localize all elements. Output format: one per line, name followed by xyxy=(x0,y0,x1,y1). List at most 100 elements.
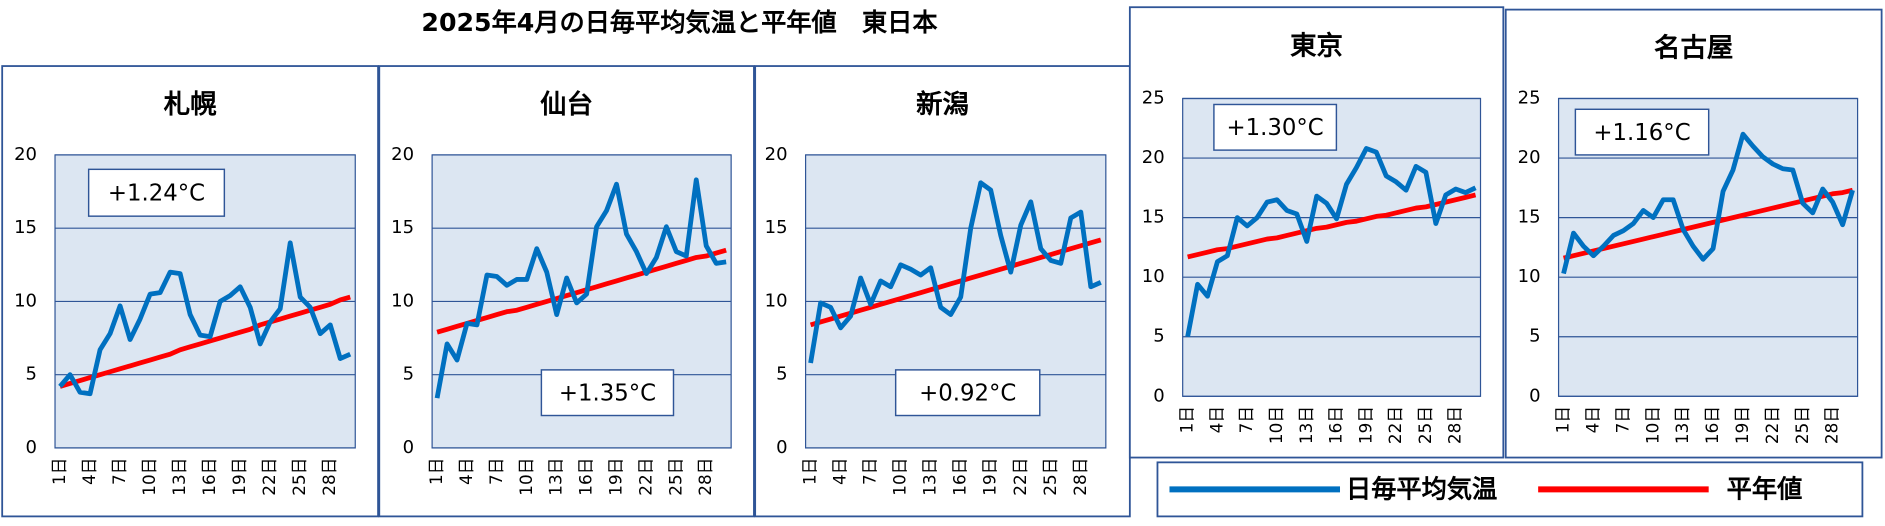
y-tick-label: 5 xyxy=(403,364,414,385)
x-tick-label: 10日 xyxy=(1266,406,1286,444)
annotation: +1.30°C xyxy=(1227,115,1324,141)
x-tick-label: 22日 xyxy=(1010,458,1030,496)
x-tick-label: 16日 xyxy=(1702,406,1722,444)
y-tick-label: 20 xyxy=(14,144,37,165)
line-series xyxy=(1561,131,1855,275)
x-tick-label: 10日 xyxy=(1642,406,1662,444)
x-tick-label: 25日 xyxy=(289,458,309,496)
y-tick-label: 5 xyxy=(26,364,37,385)
x-tick-label: 7日 xyxy=(860,458,880,485)
x-tick-label: 16日 xyxy=(199,458,219,496)
x-tick-label: 1日 xyxy=(800,458,820,485)
x-tick-label: 22日 xyxy=(1762,406,1782,444)
y-tick-label: 0 xyxy=(1153,385,1164,406)
y-tick-label: 5 xyxy=(1529,326,1540,347)
x-tick-label: 7日 xyxy=(109,458,129,485)
x-tick-label: 4日 xyxy=(79,458,99,485)
x-tick-label: 19日 xyxy=(1355,406,1375,444)
page-title: 2025年4月の日毎平均気温と平年値 東日本 xyxy=(421,8,938,37)
annotation-box xyxy=(1213,103,1338,151)
y-tick-label: 20 xyxy=(1142,147,1165,168)
x-tick-label: 25日 xyxy=(1040,458,1060,496)
x-tick-label: 16日 xyxy=(950,458,970,496)
y-tick-label: 15 xyxy=(1518,207,1541,228)
y-tick-label: 15 xyxy=(765,217,788,238)
y-tick-label: 5 xyxy=(1153,326,1164,347)
panel-title: 新潟 xyxy=(916,89,969,120)
x-tick-label: 28日 xyxy=(1070,458,1090,496)
x-tick-label: 19日 xyxy=(980,458,1000,496)
annotation: +1.16°C xyxy=(1593,120,1690,146)
line-series xyxy=(59,294,351,389)
x-tick-label: 4日 xyxy=(830,458,850,485)
x-tick-label: 13日 xyxy=(920,458,940,496)
x-tick-label: 7日 xyxy=(1612,406,1632,433)
x-tick-label: 16日 xyxy=(576,458,596,496)
annotation: +1.24°C xyxy=(108,180,205,206)
x-tick-label: 19日 xyxy=(606,458,626,496)
x-tick-label: 25日 xyxy=(1792,406,1812,444)
x-tick-label: 28日 xyxy=(1822,406,1842,444)
x-tick-label: 13日 xyxy=(1296,406,1316,444)
annotation-box xyxy=(540,369,675,417)
y-tick-label: 10 xyxy=(765,290,788,311)
x-tick-label: 4日 xyxy=(1206,406,1226,433)
y-tick-label: 20 xyxy=(391,144,414,165)
y-tick-label: 20 xyxy=(765,144,788,165)
x-tick-label: 7日 xyxy=(486,458,506,485)
x-tick-label: 1日 xyxy=(1177,406,1197,433)
y-tick-label: 0 xyxy=(1529,385,1540,406)
x-tick-label: 22日 xyxy=(259,458,279,496)
x-tick-label: 7日 xyxy=(1236,406,1256,433)
panel-title: 仙台 xyxy=(540,89,593,120)
x-tick-label: 22日 xyxy=(1385,406,1405,444)
y-tick-label: 0 xyxy=(403,437,414,458)
y-tick-label: 25 xyxy=(1142,87,1165,108)
line-series xyxy=(809,237,1102,328)
x-tick-label: 4日 xyxy=(456,458,476,485)
x-tick-label: 19日 xyxy=(229,458,249,496)
y-tick-label: 10 xyxy=(1142,266,1165,287)
x-tick-label: 10日 xyxy=(139,458,159,496)
y-tick-label: 10 xyxy=(391,290,414,311)
line-series xyxy=(808,180,1102,364)
y-tick-label: 15 xyxy=(14,217,37,238)
x-tick-label: 1日 xyxy=(426,458,446,485)
panel-title: 東京 xyxy=(1290,30,1343,61)
annotation: +0.92°C xyxy=(919,380,1016,406)
panel-title: 札幌 xyxy=(164,89,217,120)
annotation-box xyxy=(87,168,226,217)
y-tick-label: 0 xyxy=(776,437,787,458)
line-series xyxy=(1185,146,1477,338)
y-tick-label: 10 xyxy=(1518,266,1541,287)
x-tick-label: 13日 xyxy=(1672,406,1692,444)
x-tick-label: 19日 xyxy=(1732,406,1752,444)
legend-label: 日毎平均気温 xyxy=(1346,475,1497,504)
x-tick-label: 28日 xyxy=(319,458,339,496)
y-tick-label: 15 xyxy=(1142,207,1165,228)
x-tick-label: 10日 xyxy=(516,458,536,496)
panel-title: 名古屋 xyxy=(1654,33,1733,64)
line-series xyxy=(58,240,352,397)
x-tick-label: 4日 xyxy=(1582,406,1602,433)
y-tick-label: 5 xyxy=(776,364,787,385)
annotation-box xyxy=(894,369,1041,417)
y-tick-label: 25 xyxy=(1518,87,1541,108)
x-tick-label: 13日 xyxy=(169,458,189,496)
line-series xyxy=(436,247,727,335)
x-tick-label: 13日 xyxy=(546,458,566,496)
x-tick-label: 25日 xyxy=(665,458,685,496)
x-tick-label: 10日 xyxy=(890,458,910,496)
x-tick-label: 28日 xyxy=(695,458,715,496)
x-tick-label: 28日 xyxy=(1445,406,1465,444)
x-tick-label: 16日 xyxy=(1326,406,1346,444)
line-series xyxy=(1187,192,1477,260)
annotation: +1.35°C xyxy=(559,380,656,406)
y-tick-label: 20 xyxy=(1518,147,1541,168)
x-tick-label: 22日 xyxy=(635,458,655,496)
y-tick-label: 10 xyxy=(14,290,37,311)
x-tick-label: 1日 xyxy=(1553,406,1573,433)
line-series xyxy=(434,177,727,399)
